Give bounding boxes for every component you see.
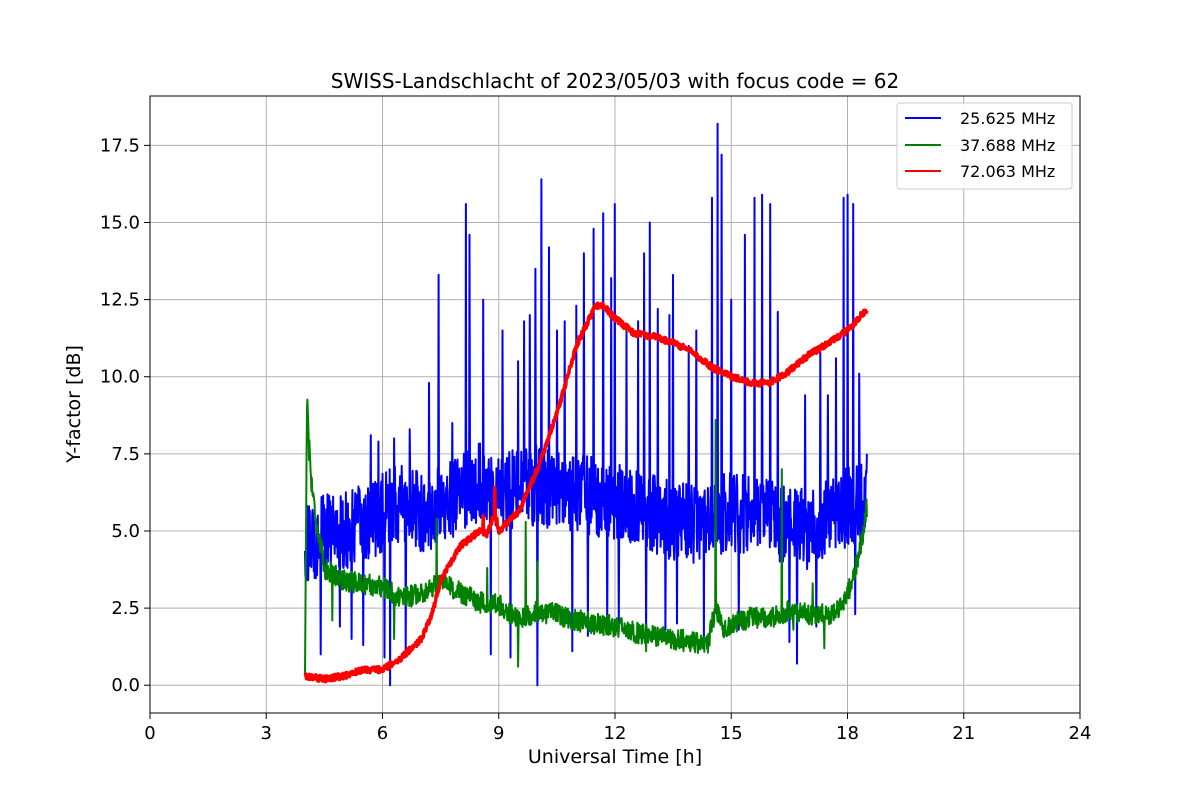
x-tick-label: 9 bbox=[493, 723, 504, 744]
x-tick-label: 24 bbox=[1069, 723, 1092, 744]
legend-box bbox=[896, 102, 1073, 190]
series-line-2 bbox=[303, 301, 869, 684]
legend-label-37mhz: 37.688 MHz bbox=[960, 136, 1055, 155]
series-line-1 bbox=[304, 398, 868, 676]
x-axis-label: Universal Time [h] bbox=[528, 746, 702, 768]
legend-label-72mhz: 72.063 MHz bbox=[960, 162, 1055, 181]
x-tick-label: 21 bbox=[952, 723, 975, 744]
y-tick-label: 2.5 bbox=[111, 598, 140, 619]
y-tick-label: 10.0 bbox=[100, 367, 140, 388]
x-tick-label: 3 bbox=[261, 723, 272, 744]
series-line-0 bbox=[304, 122, 868, 687]
y-tick-label: 12.5 bbox=[100, 290, 140, 311]
y-tick-label: 17.5 bbox=[100, 135, 140, 156]
y-tick-label: 0.0 bbox=[111, 675, 140, 696]
y-tick-label: 5.0 bbox=[111, 521, 140, 542]
x-tick-label: 12 bbox=[604, 723, 627, 744]
x-tick-label: 6 bbox=[377, 723, 388, 744]
y-tick-label: 7.5 bbox=[111, 444, 140, 465]
plot-series bbox=[303, 122, 869, 687]
axis-ticks: 0 3 6 9 12 15 18 21 24 0.0 2.5 5.0 7.5 10.0 12.5 15.0 17… bbox=[100, 135, 1092, 744]
x-tick-label: 0 bbox=[144, 723, 155, 744]
x-tick-label: 18 bbox=[836, 723, 859, 744]
y-tick-label: 15.0 bbox=[100, 212, 140, 233]
legend: 25.625 MHz 37.688 MHz 72.063 MHz bbox=[896, 102, 1073, 190]
x-tick-label: 15 bbox=[720, 723, 743, 744]
y-axis-label: Y-factor [dB] bbox=[63, 345, 85, 464]
chart-title: SWISS-Landschlacht of 2023/05/03 with fo… bbox=[331, 69, 899, 93]
legend-label-25mhz: 25.625 MHz bbox=[960, 109, 1055, 128]
